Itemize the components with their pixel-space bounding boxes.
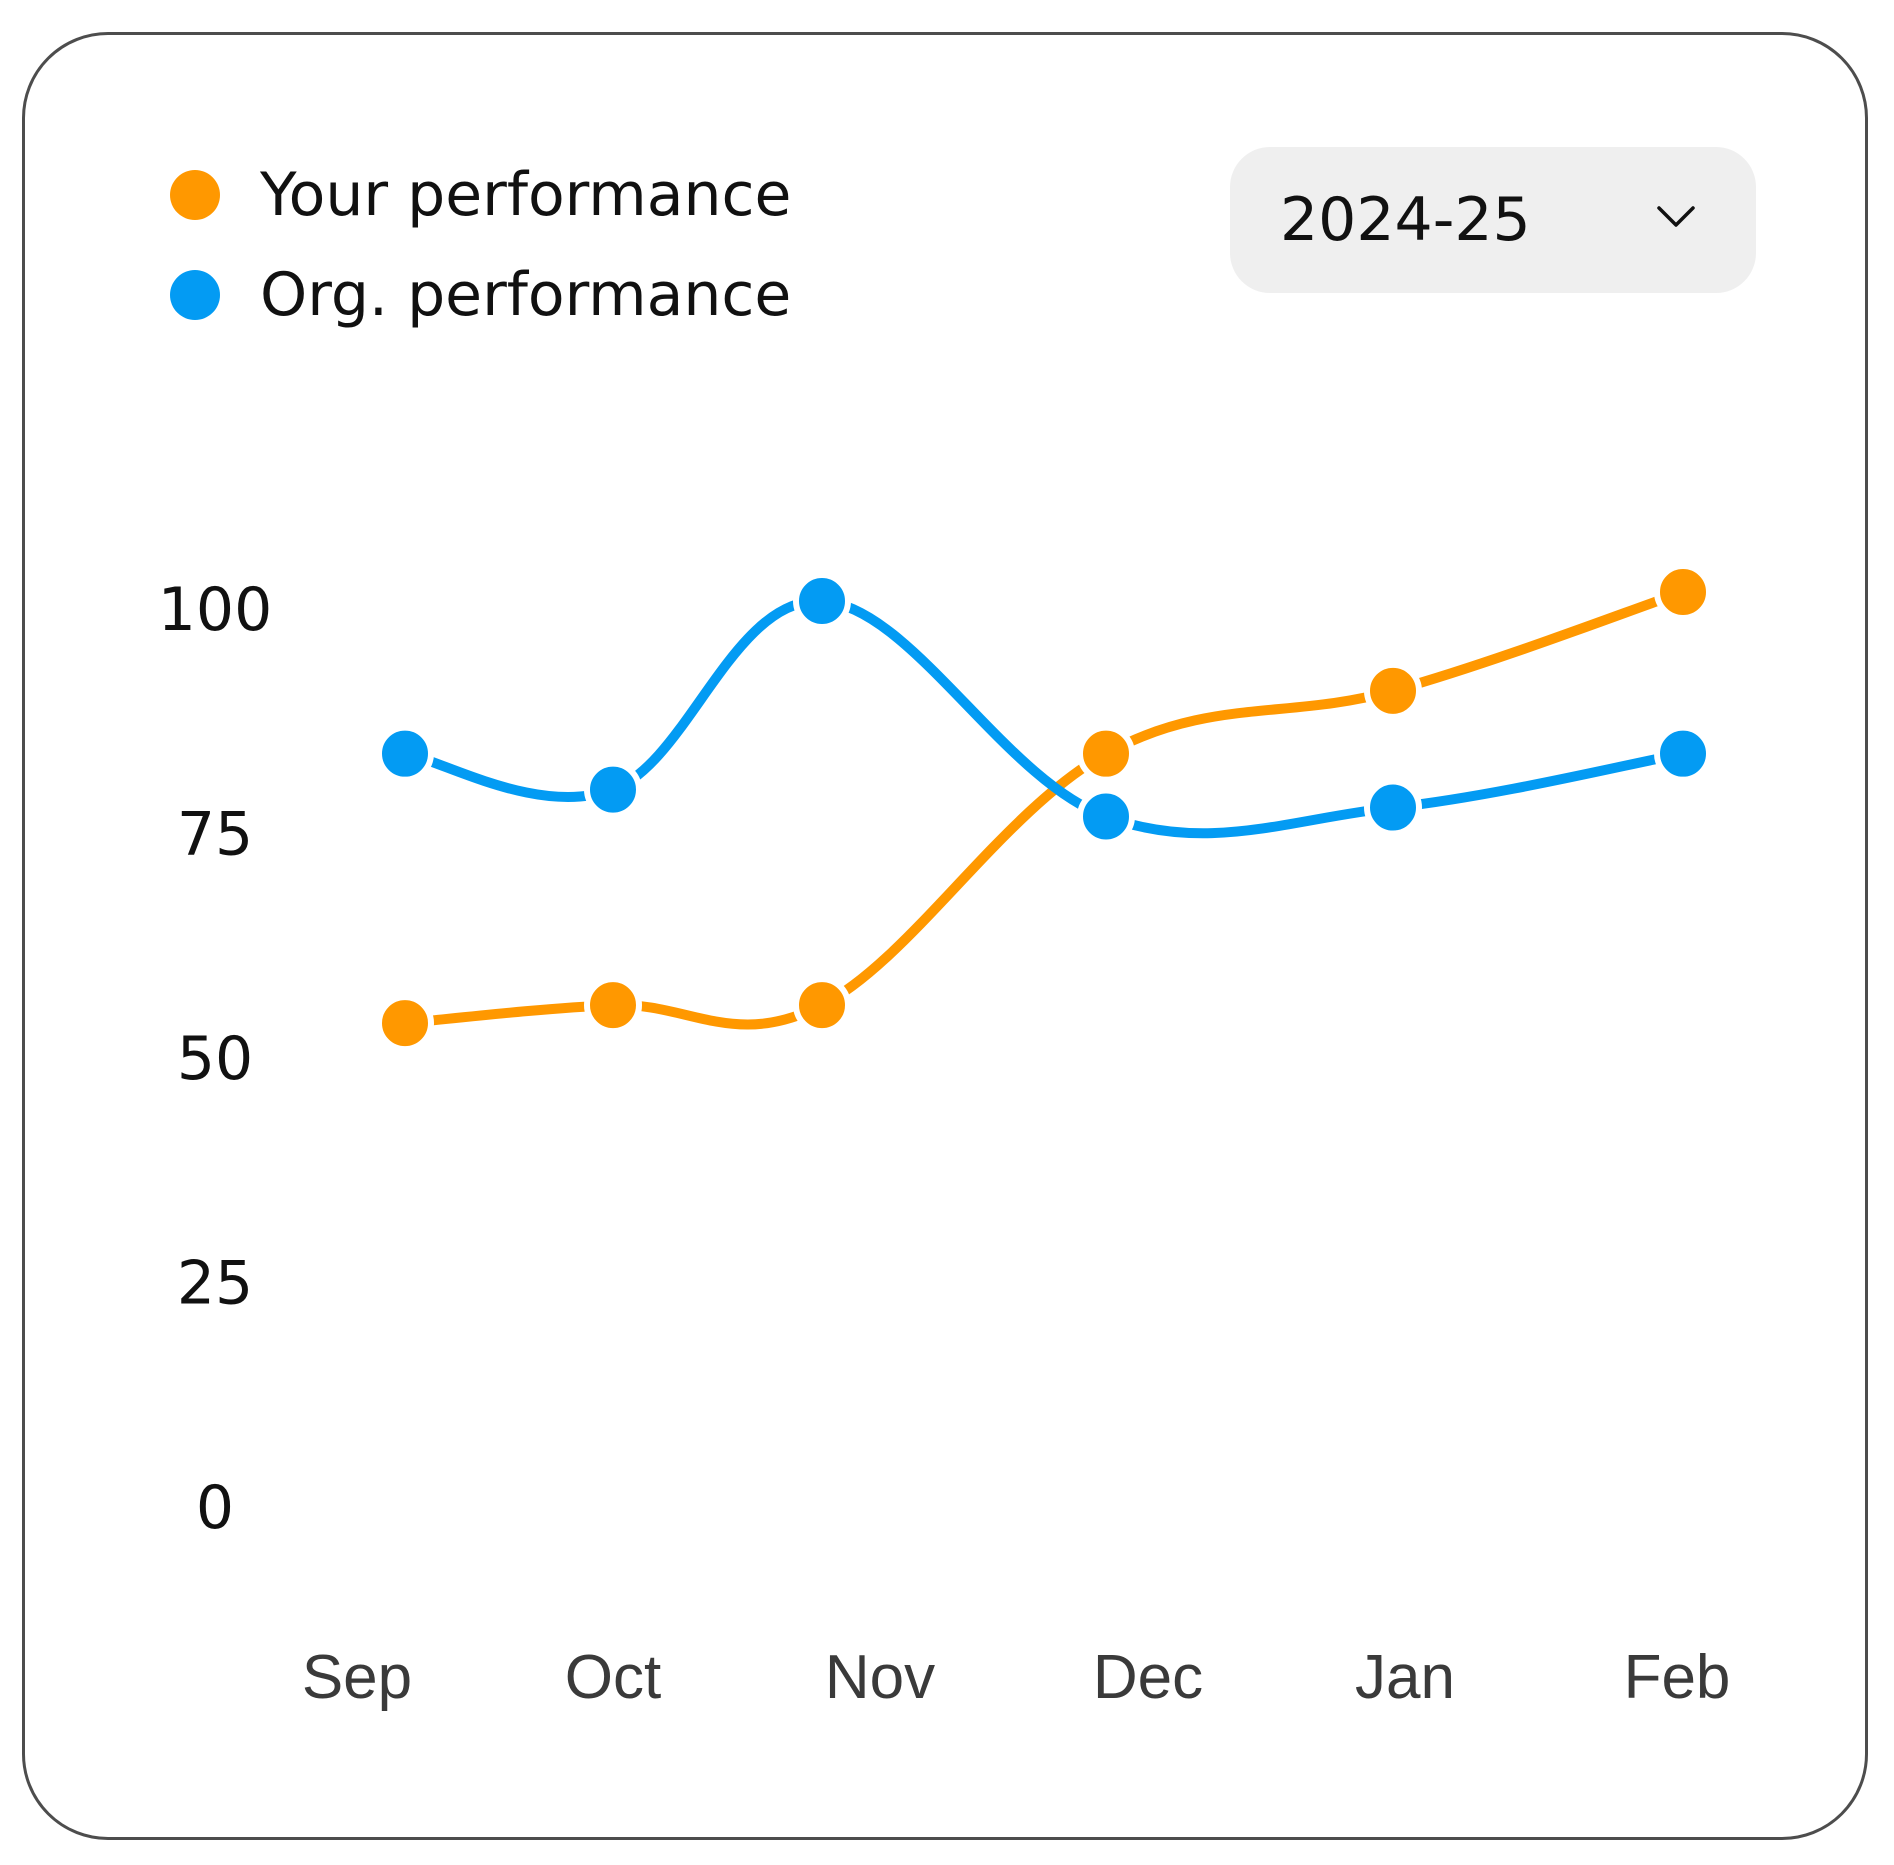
x-tick-label: Nov <box>825 1643 935 1712</box>
data-point-your-performance[interactable] <box>1364 661 1422 720</box>
data-point-your-performance[interactable] <box>376 994 434 1053</box>
x-tick-label: Jan <box>1355 1643 1455 1712</box>
y-tick-label: 75 <box>177 800 253 870</box>
y-tick-label: 25 <box>177 1249 253 1319</box>
data-point-org-performance[interactable] <box>793 572 851 631</box>
y-tick-label: 0 <box>196 1473 234 1543</box>
x-tick-label: Feb <box>1624 1643 1731 1712</box>
y-tick-label: 50 <box>177 1024 253 1094</box>
legend-dot-org-performance <box>170 270 220 320</box>
period-select-value: 2024-25 <box>1280 185 1531 255</box>
data-point-org-performance[interactable] <box>376 724 434 783</box>
x-tick-label: Dec <box>1093 1643 1203 1712</box>
legend-item-org-performance: Org. performance <box>170 245 791 345</box>
chevron-down-icon <box>1657 206 1695 227</box>
data-point-your-performance[interactable] <box>1077 724 1135 783</box>
data-point-your-performance[interactable] <box>584 976 642 1035</box>
legend-dot-your-performance <box>170 170 220 220</box>
period-select[interactable]: 2024-25 <box>1230 147 1756 293</box>
y-tick-label: 100 <box>158 575 273 645</box>
legend-label-your-performance: Your performance <box>260 160 792 230</box>
legend-label-org-performance: Org. performance <box>260 260 792 330</box>
legend: Your performance Org. performance <box>170 145 791 345</box>
data-point-org-performance[interactable] <box>584 760 642 819</box>
data-point-org-performance[interactable] <box>1654 724 1712 783</box>
x-tick-label: Oct <box>565 1643 661 1712</box>
x-tick-label: Sep <box>302 1643 412 1712</box>
data-point-your-performance[interactable] <box>793 976 851 1035</box>
chart-card <box>22 32 1868 1840</box>
data-point-your-performance[interactable] <box>1654 563 1712 622</box>
data-point-org-performance[interactable] <box>1364 778 1422 837</box>
data-point-org-performance[interactable] <box>1077 787 1135 846</box>
legend-item-your-performance: Your performance <box>170 145 791 245</box>
